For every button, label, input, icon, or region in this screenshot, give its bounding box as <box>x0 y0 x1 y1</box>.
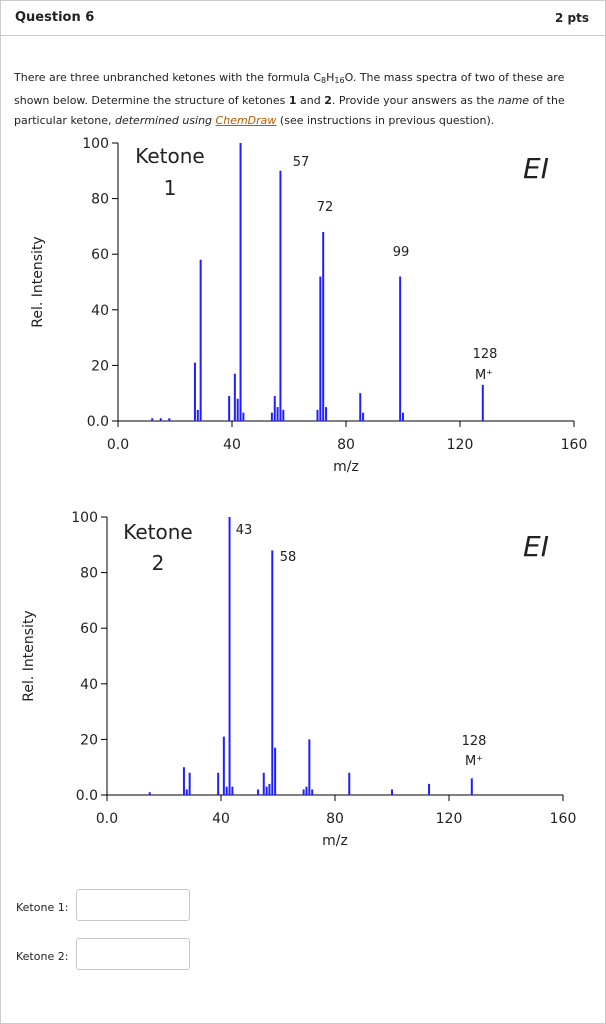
x-tick-label: 0.0 <box>107 437 129 453</box>
annotation: 72 <box>317 200 334 215</box>
x-tick-label: 80 <box>337 437 355 453</box>
x-axis-label: m/z <box>322 833 348 849</box>
y-tick-label: 20 <box>80 732 98 748</box>
annotation: Ketone <box>135 144 204 168</box>
y-tick-label: 80 <box>91 192 109 208</box>
text-segment: O. The mass spectra of two of these are … <box>14 71 565 107</box>
y-tick-label: 0.0 <box>76 788 98 804</box>
y-axis-label: Rel. Intensity <box>21 610 37 701</box>
annotation: 2 <box>152 551 165 575</box>
answer-label: Ketone 1: <box>16 901 69 914</box>
annotation: 128 <box>462 734 487 749</box>
points: 2 pts <box>555 11 589 25</box>
link[interactable]: ChemDraw <box>215 114 277 127</box>
text-segment: (see instructions in previous question). <box>276 114 495 127</box>
answer-input[interactable] <box>76 889 190 921</box>
answer-input[interactable] <box>76 938 190 970</box>
annotation: Ketone <box>123 520 192 544</box>
annotation: 58 <box>280 550 297 565</box>
annotation: 43 <box>236 523 253 538</box>
question-text: There are three unbranched ketones with … <box>14 68 594 131</box>
y-tick-label: 100 <box>71 510 98 526</box>
x-tick-label: 80 <box>326 811 344 827</box>
annotation: EI <box>523 152 549 185</box>
text-segment: 1 <box>288 94 297 107</box>
text-segment: determined using <box>114 114 216 127</box>
x-tick-label: 120 <box>447 437 474 453</box>
y-axis-label: Rel. Intensity <box>30 236 46 327</box>
text-segment: 8 <box>321 76 327 85</box>
text-segment: of the particular ketone, <box>14 94 565 127</box>
x-tick-label: 160 <box>561 437 588 453</box>
text-segment: H <box>326 71 335 84</box>
text-segment: . Provide your answers as the <box>331 94 498 107</box>
annotation: M⁺ <box>475 368 493 383</box>
x-axis-label: m/z <box>333 459 359 475</box>
annotation: 128 <box>473 347 498 362</box>
question-header: Question 6 2 pts <box>1 1 605 36</box>
x-tick-label: 0.0 <box>96 811 118 827</box>
question-title: Question 6 <box>15 10 95 25</box>
y-tick-label: 60 <box>80 621 98 637</box>
text-segment: name <box>497 94 530 107</box>
y-tick-label: 40 <box>91 303 109 319</box>
y-tick-label: 40 <box>80 677 98 693</box>
y-tick-label: 20 <box>91 358 109 374</box>
annotation: 1 <box>164 176 177 200</box>
text-segment: There are three unbranched ketones with … <box>14 71 322 84</box>
x-tick-label: 40 <box>223 437 241 453</box>
text-segment: 2 <box>324 94 332 107</box>
y-tick-label: 80 <box>80 566 98 582</box>
x-tick-label: 40 <box>212 811 230 827</box>
y-tick-label: 100 <box>82 136 109 152</box>
text-segment: and <box>296 94 325 107</box>
x-tick-label: 160 <box>550 811 577 827</box>
annotation: 99 <box>393 245 410 260</box>
y-tick-label: 60 <box>91 247 109 263</box>
y-tick-label: 0.0 <box>87 414 109 430</box>
text-segment: 16 <box>334 76 345 85</box>
x-tick-label: 120 <box>436 811 463 827</box>
annotation: EI <box>523 530 549 563</box>
annotation: M⁺ <box>465 754 483 769</box>
answer-label: Ketone 2: <box>16 950 69 963</box>
annotation: 57 <box>293 155 310 170</box>
